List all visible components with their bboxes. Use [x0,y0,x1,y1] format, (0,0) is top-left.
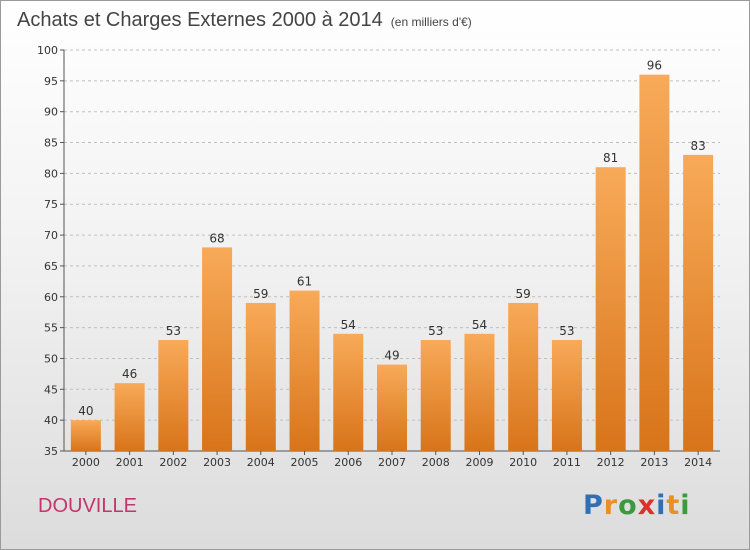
y-tick-label: 55 [44,322,58,335]
chart-title: Achats et Charges Externes 2000 à 2014 (e… [17,9,472,32]
logo-letter: r [603,490,619,521]
bar-2009 [464,333,495,451]
x-tick-label: 2002 [159,456,187,469]
y-tick-label: 80 [44,167,58,180]
data-label-2014: 83 [690,139,705,153]
x-tick-label: 2013 [640,456,668,469]
bar-2003 [202,247,233,451]
x-tick-label: 2005 [291,456,319,469]
data-label-2005: 61 [297,275,312,289]
x-tick-label: 2000 [72,456,100,469]
data-label-2003: 68 [209,231,224,245]
logo-letter: o [618,490,638,521]
y-tick-label: 100 [37,44,58,57]
logo-letter: t [666,490,681,521]
data-label-2009: 54 [472,318,487,332]
y-tick-label: 50 [44,352,58,365]
data-label-2006: 54 [341,318,356,332]
data-label-2012: 81 [603,151,618,165]
bar-2002 [158,339,189,451]
bar-2004 [245,302,276,451]
data-label-2007: 49 [384,349,399,363]
bar-2012 [595,167,626,451]
x-tick-label: 2014 [684,456,712,469]
data-label-2000: 40 [78,404,93,418]
bar-2010 [508,302,539,451]
bar-2014 [683,154,714,451]
x-tick-label: 2001 [116,456,144,469]
x-tick-label: 2003 [203,456,231,469]
data-label-2011: 53 [559,324,574,338]
bar-2000 [70,420,101,451]
y-tick-label: 85 [44,137,58,150]
x-tick-label: 2008 [422,456,450,469]
bar-2005 [289,290,320,451]
bar-2006 [333,333,364,451]
logo-letter: i [680,490,691,521]
logo-letter: x [637,490,657,521]
chart-subtitle: (en milliers d'€) [390,15,472,29]
y-tick-label: 65 [44,260,58,273]
data-label-2010: 59 [516,287,531,301]
x-tick-label: 2010 [509,456,537,469]
logo-letter: i [656,490,667,521]
x-tick-label: 2011 [553,456,581,469]
bar-2011 [551,339,582,451]
y-tick-label: 60 [44,291,58,304]
y-tick-label: 45 [44,383,58,396]
bar-2013 [639,74,670,451]
city-name: DOUVILLE [38,495,137,517]
bar-2008 [420,339,451,451]
bars [70,74,714,451]
x-tick-label: 2009 [465,456,493,469]
x-tick-label: 2007 [378,456,406,469]
data-label-2001: 46 [122,367,137,381]
bar-2007 [377,364,407,451]
y-tick-label: 35 [44,445,58,458]
x-tick-label: 2012 [597,456,625,469]
x-tick-label: 2004 [247,456,275,469]
logo-letter: P [583,490,604,521]
y-tick-label: 70 [44,229,58,242]
proxiti-logo[interactable]: Proxiti [583,490,691,521]
y-tick-label: 40 [44,414,58,427]
y-tick-label: 95 [44,75,58,88]
labels: 35 40 45 50 55 60 65 70 75 80 85 90 95 100 40 2000 46 200… [37,44,712,469]
data-label-2008: 53 [428,324,443,338]
chart-title-text: Achats et Charges Externes 2000 à 2014 [17,9,383,31]
y-tick-label: 90 [44,106,58,119]
data-label-2013: 96 [647,59,662,73]
data-label-2002: 53 [166,324,181,338]
data-label-2004: 59 [253,287,268,301]
y-tick-label: 75 [44,198,58,211]
bar-2001 [114,383,145,451]
x-tick-label: 2006 [334,456,362,469]
